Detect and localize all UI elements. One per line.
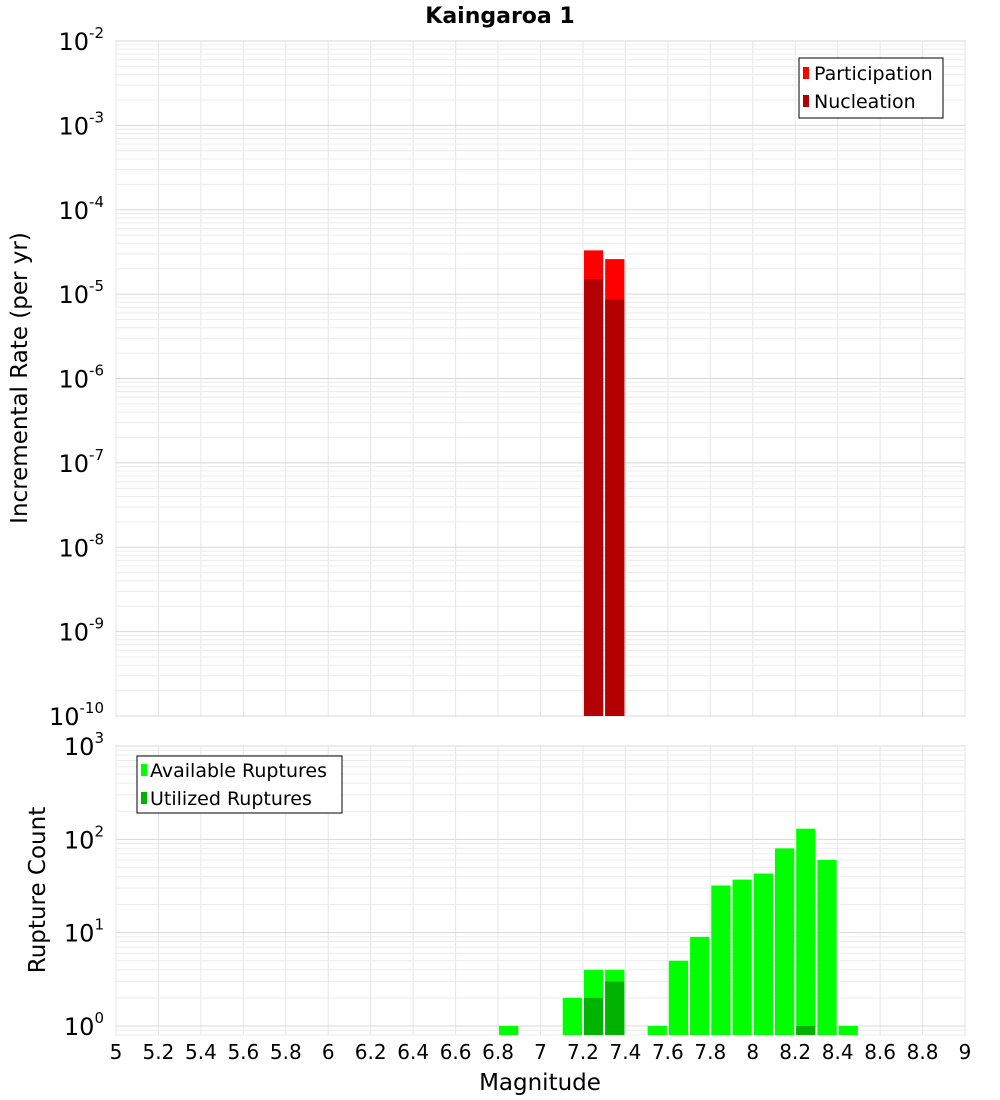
x-tick-label: 6 (322, 1040, 335, 1064)
x-tick-label: 6.2 (355, 1040, 387, 1064)
legend-swatch-utilized (141, 792, 147, 804)
bar-nucleation (605, 299, 625, 716)
x-tick-label: 8.6 (864, 1040, 896, 1064)
rate-panel: 10-10 10-9 10-8 10-7 10-6 10-5 10-4 10-3 10-2 In… (7, 24, 966, 731)
bar-utilized-ruptures (583, 997, 604, 1035)
x-tick-label: 6.6 (440, 1040, 472, 1064)
rate-y-tick-label: 10-8 (58, 530, 104, 562)
x-ticks: 5 5.2 5.4 5.6 5.8 6 6.2 6.4 6.6 6.8 7 7.2 7.4 7.6 7.8 8… (110, 1040, 972, 1064)
x-tick-label: 7.4 (609, 1040, 641, 1064)
x-tick-label: 6.4 (397, 1040, 429, 1064)
count-bars (499, 828, 858, 1035)
bar-nucleation (583, 279, 604, 716)
rate-y-tick-label: 10-2 (58, 24, 104, 56)
x-tick-label: 7.8 (694, 1040, 726, 1064)
legend-swatch-participation (803, 67, 809, 79)
bar-available-ruptures (796, 828, 816, 1035)
rate-y-ticks: 10-10 10-9 10-8 10-7 10-6 10-5 10-4 10-3 10-2 (49, 24, 104, 731)
rate-legend-box (798, 57, 944, 119)
bar-utilized-ruptures (796, 1025, 816, 1035)
bar-available-ruptures (711, 885, 731, 1035)
legend-label-nucleation: Nucleation (814, 91, 916, 113)
x-tick-label: 5.8 (270, 1040, 302, 1064)
count-y-tick-label: 101 (64, 916, 104, 948)
bar-available-ruptures (774, 848, 795, 1035)
legend-swatch-available (141, 764, 147, 776)
legend-label-utilized: Utilized Ruptures (150, 788, 312, 810)
bar-available-ruptures (499, 1025, 519, 1035)
count-legend: Available Ruptures Utilized Ruptures (136, 755, 343, 814)
x-tick-label: 9 (959, 1040, 972, 1064)
rate-y-tick-label: 10-6 (58, 362, 104, 394)
x-tick-label: 5.2 (143, 1040, 175, 1064)
x-tick-label: 8.8 (907, 1040, 939, 1064)
bar-available-ruptures (753, 873, 773, 1035)
x-tick-label: 8 (746, 1040, 759, 1064)
x-tick-label: 5.4 (185, 1040, 217, 1064)
legend-label-available: Available Ruptures (150, 760, 327, 782)
legend-label-participation: Participation (814, 63, 933, 85)
x-tick-label: 5.6 (227, 1040, 259, 1064)
rate-y-tick-label: 10-9 (58, 615, 104, 647)
x-tick-label: 8.4 (822, 1040, 854, 1064)
x-tick-label: 7.2 (567, 1040, 599, 1064)
rate-y-tick-label: 10-3 (58, 108, 104, 140)
bar-utilized-ruptures (605, 981, 625, 1035)
count-panel: 100 101 102 103 5 5.2 5.4 5.6 5.8 6 6.2 6.4 6.6 6.8 7… (25, 729, 971, 1096)
rate-y-tick-label: 10-7 (58, 446, 104, 478)
rate-gridlines (115, 40, 966, 717)
count-legend-box (136, 755, 343, 814)
rate-legend: Participation Nucleation (798, 57, 944, 119)
rate-y-tick-label: 10-10 (49, 699, 104, 731)
rate-y-tick-label: 10-5 (58, 277, 104, 309)
bar-available-ruptures (668, 960, 689, 1035)
bar-available-ruptures (562, 997, 582, 1035)
bar-available-ruptures (690, 936, 710, 1035)
count-y-tick-label: 100 (64, 1009, 104, 1041)
bar-available-ruptures (838, 1025, 858, 1035)
x-tick-label: 6.8 (482, 1040, 514, 1064)
count-y-tick-label: 103 (64, 729, 104, 761)
count-y-axis-label: Rupture Count (25, 807, 51, 973)
bar-available-ruptures (647, 1025, 667, 1035)
chart-title: Kaingaroa 1 (425, 4, 574, 29)
x-axis-label: Magnitude (479, 1070, 601, 1096)
rate-y-axis-label: Incremental Rate (per yr) (7, 232, 33, 524)
x-tick-label: 5 (110, 1040, 123, 1064)
x-tick-label: 7 (534, 1040, 547, 1064)
bar-available-ruptures (732, 879, 752, 1035)
count-y-tick-label: 102 (64, 822, 104, 854)
count-y-ticks: 100 101 102 103 (64, 729, 104, 1041)
x-tick-label: 8.2 (779, 1040, 811, 1064)
rate-y-tick-label: 10-4 (58, 193, 104, 225)
legend-swatch-nucleation (803, 95, 809, 107)
x-tick-label: 7.6 (652, 1040, 684, 1064)
bar-available-ruptures (817, 860, 837, 1035)
rate-bars (583, 250, 625, 717)
